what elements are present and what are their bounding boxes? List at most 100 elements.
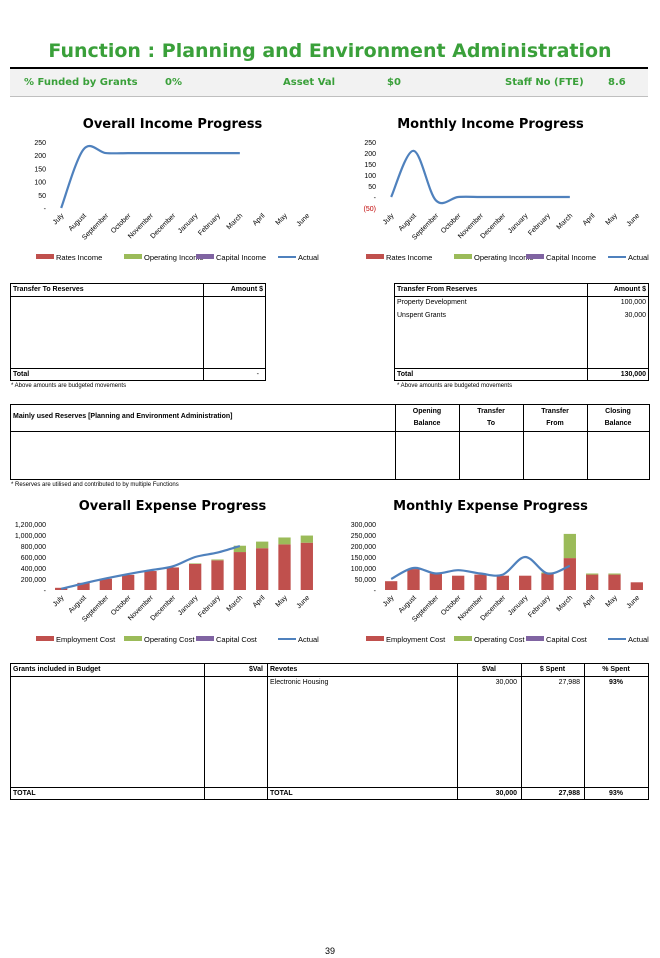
bar [563,558,576,590]
transfer-to-amount-header: Amount $ [230,286,263,293]
legend-swatch [124,636,142,641]
actual-line [390,555,571,580]
legend-label: Operating Income [144,253,204,262]
legend-label: Actual [628,635,649,644]
bar [608,573,621,575]
revotes-total-val: 30,000 [495,790,517,797]
staff-value: 8.6 [608,77,626,88]
revote-row-name: Electronic Housing [270,679,329,686]
legend-label: Employment Cost [56,635,116,644]
reserves-col-header: Balance [604,420,632,427]
bar [278,544,291,590]
divider [11,431,649,432]
staff-label: Staff No (FTE) [505,77,584,88]
transfer-from-row-name: Unspent Grants [397,312,447,319]
legend-label: Rates Income [56,253,102,262]
legend-label: Operating Income [474,253,534,262]
divider [11,368,265,369]
legend-swatch [454,636,472,641]
chart-title-overall-expense: Overall Expense Progress [78,499,267,514]
divider [395,368,648,369]
chart-title-overall-income: Overall Income Progress [82,117,263,132]
bar [300,542,313,590]
transfer-from-header-row [395,284,648,297]
divider [587,284,588,380]
actual-line [60,144,240,209]
y-tick-label: 50 [38,193,46,200]
transfer-from-row-amount: 100,000 [620,299,646,306]
legend-label: Actual [628,253,649,262]
transfer-from-row-amount: 30,000 [624,312,646,319]
revotes-val-header: $Val [481,666,496,673]
legend-label: Actual [298,253,319,262]
x-tick-label: March [556,594,575,613]
x-tick-label: February [527,212,552,237]
legend-swatch [196,254,214,259]
bar [452,575,465,590]
x-tick-label: May [605,212,620,227]
x-tick-label: February [197,594,222,619]
asset-label: Asset Val [283,77,336,88]
budget-note: * Above amounts are budgeted movements [397,383,513,389]
transfer-to-table: Transfer To Reserves Amount $ Total - [10,283,266,381]
transfer-to-header-row [11,284,265,297]
bar [233,545,246,553]
legend-label: Capital Cost [216,635,258,644]
x-tick-label: June [626,212,642,228]
transfer-to-total-label: Total [13,371,30,378]
y-tick-label: 200,000 [351,544,376,551]
bar [519,575,532,590]
x-tick-label: June [296,212,312,228]
legend-swatch [366,254,384,259]
bar [278,537,291,545]
grants-val-header: $Val [248,666,263,673]
actual-line [60,544,241,590]
x-tick-label: May [275,594,290,609]
bar [407,569,420,590]
bar [586,574,599,590]
bar [541,573,554,590]
x-tick-label: April [582,594,597,609]
y-tick-label: 400,000 [21,566,46,573]
y-tick-label: 50,000 [355,577,377,584]
x-tick-label: April [252,212,267,227]
y-tick-label: 200,000 [21,577,46,584]
bar [144,571,157,590]
reserves-col-header: Transfer [477,408,505,415]
bar [429,573,442,590]
revotes-total-pct: 93% [608,790,623,797]
bar [211,559,224,561]
legend-label: Operating Cost [144,635,195,644]
transfer-from-row-name: Property Development [397,299,467,306]
transfer-from-amount-header: Amount $ [613,286,646,293]
divider [203,284,204,380]
x-tick-label: August [68,594,88,614]
legend-label: Rates Income [386,253,432,262]
y-tick-label: 250,000 [351,533,376,540]
revote-row-pct: 93% [608,679,623,686]
transfer-from-total-label: Total [397,371,414,378]
kpi-bar: % Funded by Grants 0% Asset Val $0 Staff… [10,67,648,97]
chart-title-monthly-expense: Monthly Expense Progress [393,499,588,514]
funded-value: 0% [165,77,182,88]
y-tick-label: 100,000 [351,566,376,573]
x-tick-label: August [68,212,88,232]
y-tick-label: - [374,588,377,595]
bar [189,563,202,564]
actual-line [390,149,570,205]
x-tick-label: June [296,594,312,610]
x-tick-label: June [626,594,642,610]
x-tick-label: March [556,212,575,231]
y-tick-label: 300,000 [351,522,376,529]
divider [459,405,460,479]
reserves-table: Mainly used Reserves [Planning and Envir… [10,404,650,480]
bar [233,552,246,590]
chart-title-monthly-income: Monthly Income Progress [397,117,584,132]
divider [523,405,524,479]
revotes-total-label: TOTAL [270,790,293,797]
funded-label: % Funded by Grants [24,77,138,88]
legend-swatch [454,254,472,259]
bar [211,560,224,590]
